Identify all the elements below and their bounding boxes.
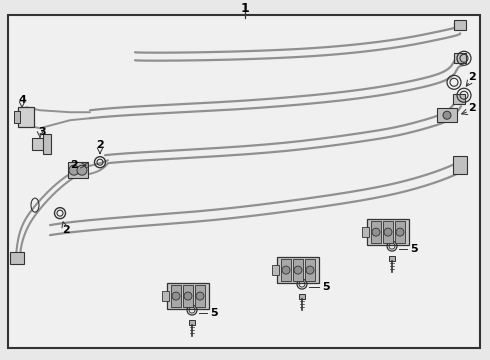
Bar	[453, 94, 465, 104]
Text: 1: 1	[241, 2, 249, 15]
Text: 4: 4	[18, 95, 26, 105]
Circle shape	[384, 228, 392, 236]
Text: 5: 5	[410, 244, 417, 254]
Circle shape	[282, 266, 290, 274]
Bar	[189, 320, 195, 325]
Bar	[454, 20, 466, 30]
Bar	[395, 221, 405, 243]
Bar	[389, 256, 395, 261]
Bar	[10, 252, 24, 264]
Bar	[299, 294, 305, 299]
Circle shape	[77, 165, 87, 175]
Bar	[281, 259, 291, 281]
Text: 2: 2	[70, 160, 78, 170]
Circle shape	[306, 266, 314, 274]
Circle shape	[372, 228, 380, 236]
Bar	[162, 291, 169, 301]
Text: 2: 2	[96, 140, 104, 150]
Bar	[453, 156, 467, 174]
Circle shape	[196, 292, 204, 300]
Bar	[167, 283, 209, 309]
Circle shape	[294, 266, 302, 274]
Text: o: o	[83, 161, 89, 170]
Text: 2: 2	[468, 103, 476, 113]
Bar	[277, 257, 319, 283]
Circle shape	[184, 292, 192, 300]
Text: 2: 2	[468, 72, 476, 82]
Bar	[183, 285, 193, 307]
Text: 2: 2	[62, 225, 70, 235]
Text: 5: 5	[322, 282, 330, 292]
Bar	[305, 259, 315, 281]
Bar	[454, 53, 466, 63]
Bar	[18, 107, 34, 127]
Circle shape	[69, 165, 79, 175]
Text: 5: 5	[210, 308, 218, 318]
Bar	[14, 111, 20, 123]
Bar	[362, 227, 369, 237]
Text: 3: 3	[38, 127, 46, 137]
Bar	[171, 285, 181, 307]
Bar	[293, 259, 303, 281]
Bar	[383, 221, 393, 243]
Circle shape	[172, 292, 180, 300]
Bar	[371, 221, 381, 243]
Circle shape	[443, 111, 451, 119]
Circle shape	[396, 228, 404, 236]
Bar	[68, 162, 88, 178]
Bar	[367, 219, 409, 245]
Bar	[272, 265, 279, 275]
Bar	[437, 108, 457, 122]
Bar	[195, 285, 205, 307]
Bar	[43, 134, 51, 154]
Bar	[32, 138, 46, 150]
